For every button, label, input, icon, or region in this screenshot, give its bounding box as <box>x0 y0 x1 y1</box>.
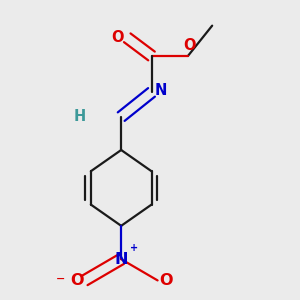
Text: O: O <box>159 273 172 288</box>
Text: N: N <box>154 83 167 98</box>
Text: O: O <box>70 273 83 288</box>
Text: O: O <box>183 38 196 53</box>
Text: N: N <box>114 252 128 267</box>
Text: −: − <box>56 274 65 284</box>
Text: H: H <box>74 109 86 124</box>
Text: O: O <box>111 30 124 45</box>
Text: +: + <box>130 242 138 253</box>
